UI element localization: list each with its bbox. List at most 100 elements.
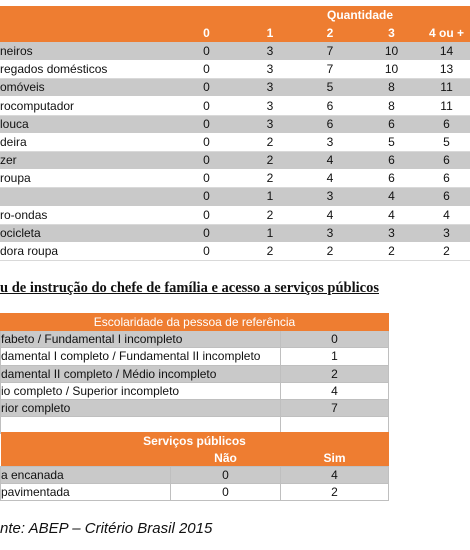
table-row: ocicleta 0 1 3 3 3 <box>0 224 470 243</box>
cell: 4 <box>280 381 389 400</box>
row-label: ocicleta <box>0 224 173 243</box>
cell: 4 <box>360 187 424 207</box>
cell: 3 <box>300 224 360 243</box>
cell: 4 <box>300 206 360 225</box>
cell: 3 <box>240 78 300 98</box>
cell: 6 <box>423 169 470 189</box>
cell: 3 <box>240 115 300 134</box>
cell: 3 <box>360 224 424 243</box>
table-row: pavimentada 0 2 <box>0 483 389 502</box>
cell: 3 <box>423 224 470 243</box>
row-label: a encanada <box>0 465 171 485</box>
row-label: omóveis <box>0 78 173 98</box>
cell: 0 <box>280 330 389 349</box>
cell: 0 <box>170 483 281 502</box>
cell: 11 <box>423 96 470 116</box>
cell: 0 <box>173 169 240 189</box>
cell: 2 <box>240 151 300 171</box>
row-label: roupa <box>0 169 173 189</box>
row-label: io completo / Superior incompleto <box>0 381 281 400</box>
cell: 0 <box>173 96 240 116</box>
row-label: neiros <box>0 42 173 62</box>
table-row: regados domésticos 0 3 7 10 13 <box>0 60 470 80</box>
cell: 5 <box>300 78 360 98</box>
cell: 3 <box>300 133 360 153</box>
row-label: louca <box>0 115 173 134</box>
row-label: zer <box>0 151 173 171</box>
cell: 6 <box>360 115 424 134</box>
cell: 0 <box>173 187 240 207</box>
table-row: omóveis 0 3 5 8 11 <box>0 78 470 98</box>
cell: 0 <box>173 115 240 134</box>
cell: 8 <box>360 96 424 116</box>
col-header-yes: Sim <box>280 449 389 467</box>
goods-header-top: Quantidade <box>0 6 470 25</box>
cell: 0 <box>173 242 240 262</box>
row-label <box>0 187 173 207</box>
cell: 2 <box>300 242 360 262</box>
services-col-header-row: Não Sim <box>0 449 389 467</box>
row-label: damental I completo / Fundamental II inc… <box>0 347 281 366</box>
section-heading: u de instrução do chefe de família e ace… <box>0 280 379 296</box>
cell: 3 <box>300 187 360 207</box>
cell: 0 <box>173 78 240 98</box>
services-header-row: Serviços públicos <box>0 432 389 450</box>
cell: 0 <box>170 465 281 485</box>
cell: 3 <box>240 96 300 116</box>
services-table: Serviços públicos Não Sim a encanada 0 4… <box>0 432 389 502</box>
source-note: nte: ABEP – Critério Brasil 2015 <box>0 520 213 537</box>
cell: 2 <box>423 242 470 262</box>
col-header-no: Não <box>170 449 281 467</box>
table-row: a encanada 0 4 <box>0 465 389 485</box>
cell: 10 <box>360 42 424 62</box>
table-row: io completo / Superior incompleto 4 <box>0 381 389 400</box>
cell: 6 <box>360 151 424 171</box>
table-row: rocomputador 0 3 6 8 11 <box>0 96 470 116</box>
cell: 2 <box>240 169 300 189</box>
row-label: ro-ondas <box>0 206 173 225</box>
cell: 7 <box>300 42 360 62</box>
row-label: deira <box>0 133 173 153</box>
table-row: fabeto / Fundamental I incompleto 0 <box>0 330 389 349</box>
cell: 2 <box>240 133 300 153</box>
goods-header-columns: 0 1 2 3 4 ou + <box>0 24 470 43</box>
col-header-2: 2 <box>300 24 360 43</box>
cell: 4 <box>280 465 389 485</box>
cell: 4 <box>300 169 360 189</box>
row-label: pavimentada <box>0 483 171 502</box>
cell: 6 <box>360 169 424 189</box>
cell: 5 <box>360 133 424 153</box>
col-header-0: 0 <box>173 24 240 43</box>
cell: 14 <box>423 42 470 62</box>
col-header-1: 1 <box>240 24 300 43</box>
table-row: zer 0 2 4 6 6 <box>0 151 470 171</box>
cell: 13 <box>423 60 470 80</box>
cell: 2 <box>240 242 300 262</box>
cell: 2 <box>280 364 389 383</box>
cell: 0 <box>173 60 240 80</box>
cell: 6 <box>300 115 360 134</box>
cell: 8 <box>360 78 424 98</box>
education-table: Escolaridade da pessoa de referência fab… <box>0 312 389 435</box>
goods-table: Quantidade 0 1 2 3 4 ou + neiros 0 3 7 1… <box>0 6 470 262</box>
table-row: dora roupa 0 2 2 2 2 <box>0 242 470 262</box>
cell: 0 <box>173 42 240 62</box>
cell: 0 <box>173 133 240 153</box>
cell: 5 <box>423 133 470 153</box>
col-header-3: 3 <box>360 24 424 43</box>
cell: 3 <box>240 42 300 62</box>
row-label: dora roupa <box>0 242 173 262</box>
cell: 7 <box>280 398 389 418</box>
cell: 6 <box>300 96 360 116</box>
cell: 1 <box>240 187 300 207</box>
table-row: damental II completo / Médio incompleto … <box>0 364 389 383</box>
table-row: roupa 0 2 4 6 6 <box>0 169 470 189</box>
services-header: Serviços públicos <box>0 432 389 450</box>
cell: 2 <box>240 206 300 225</box>
row-label: rocomputador <box>0 96 173 116</box>
col-header-4: 4 ou + <box>423 24 470 43</box>
cell: 1 <box>280 347 389 366</box>
cell: 11 <box>423 78 470 98</box>
row-label: fabeto / Fundamental I incompleto <box>0 330 281 349</box>
table-row: deira 0 2 3 5 5 <box>0 133 470 153</box>
